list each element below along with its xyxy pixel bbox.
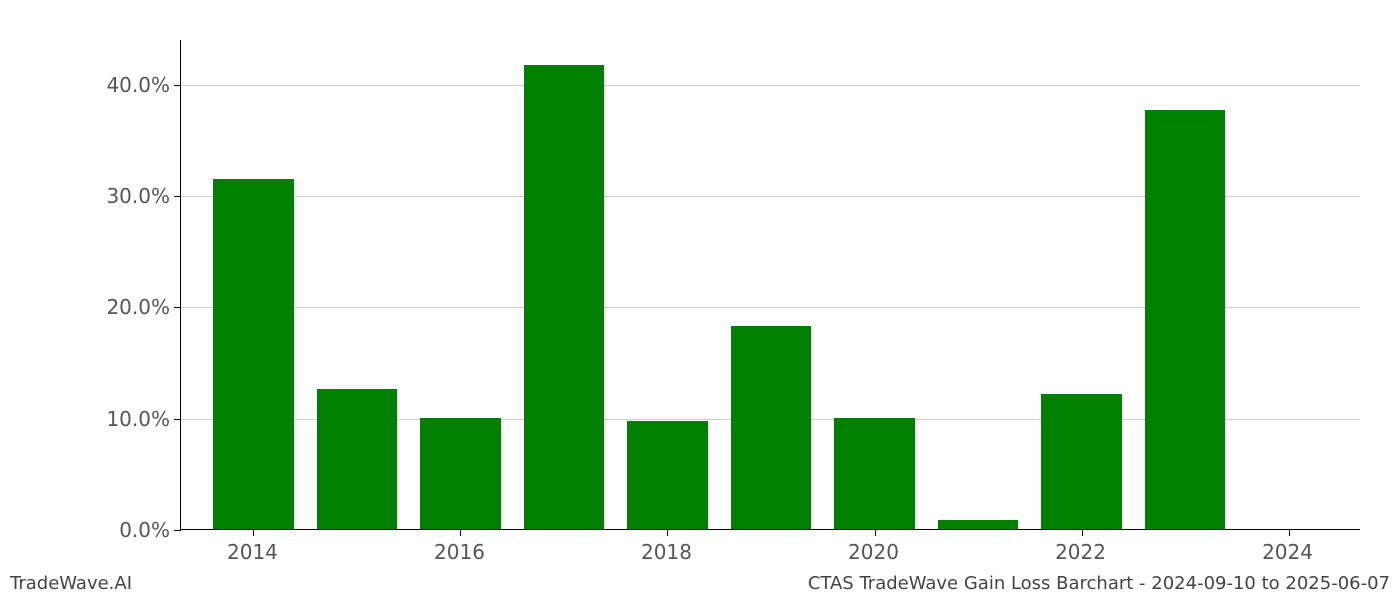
xtick-mark [667,529,668,536]
bar-2016 [420,418,501,529]
bar-2020 [834,418,915,529]
ytick-label: 0.0% [70,518,170,542]
ytick-mark [174,419,181,420]
bar-2022 [1041,394,1122,529]
xtick-label: 2018 [641,540,692,564]
footer-caption: CTAS TradeWave Gain Loss Barchart - 2024… [808,573,1390,594]
xtick-mark [1289,529,1290,536]
bar-2018 [627,421,708,529]
xtick-mark [253,529,254,536]
xtick-mark [875,529,876,536]
bar-2015 [317,389,398,529]
ytick-mark [174,307,181,308]
ytick-mark [174,85,181,86]
xtick-label: 2020 [848,540,899,564]
bar-2014 [213,179,294,529]
xtick-label: 2024 [1262,540,1313,564]
xtick-label: 2014 [227,540,278,564]
ytick-label: 30.0% [70,184,170,208]
bar-2019 [731,326,812,529]
ytick-mark [174,530,181,531]
xtick-label: 2022 [1055,540,1106,564]
xtick-label: 2016 [434,540,485,564]
chart-plot-area [180,40,1360,530]
ytick-label: 20.0% [70,295,170,319]
ytick-mark [174,196,181,197]
xtick-mark [460,529,461,536]
bar-2021 [938,520,1019,529]
gridline [181,85,1360,86]
ytick-label: 10.0% [70,407,170,431]
bar-2017 [524,65,605,529]
xtick-mark [1082,529,1083,536]
footer-brand: TradeWave.AI [10,573,132,594]
bar-2023 [1145,110,1226,529]
ytick-label: 40.0% [70,73,170,97]
